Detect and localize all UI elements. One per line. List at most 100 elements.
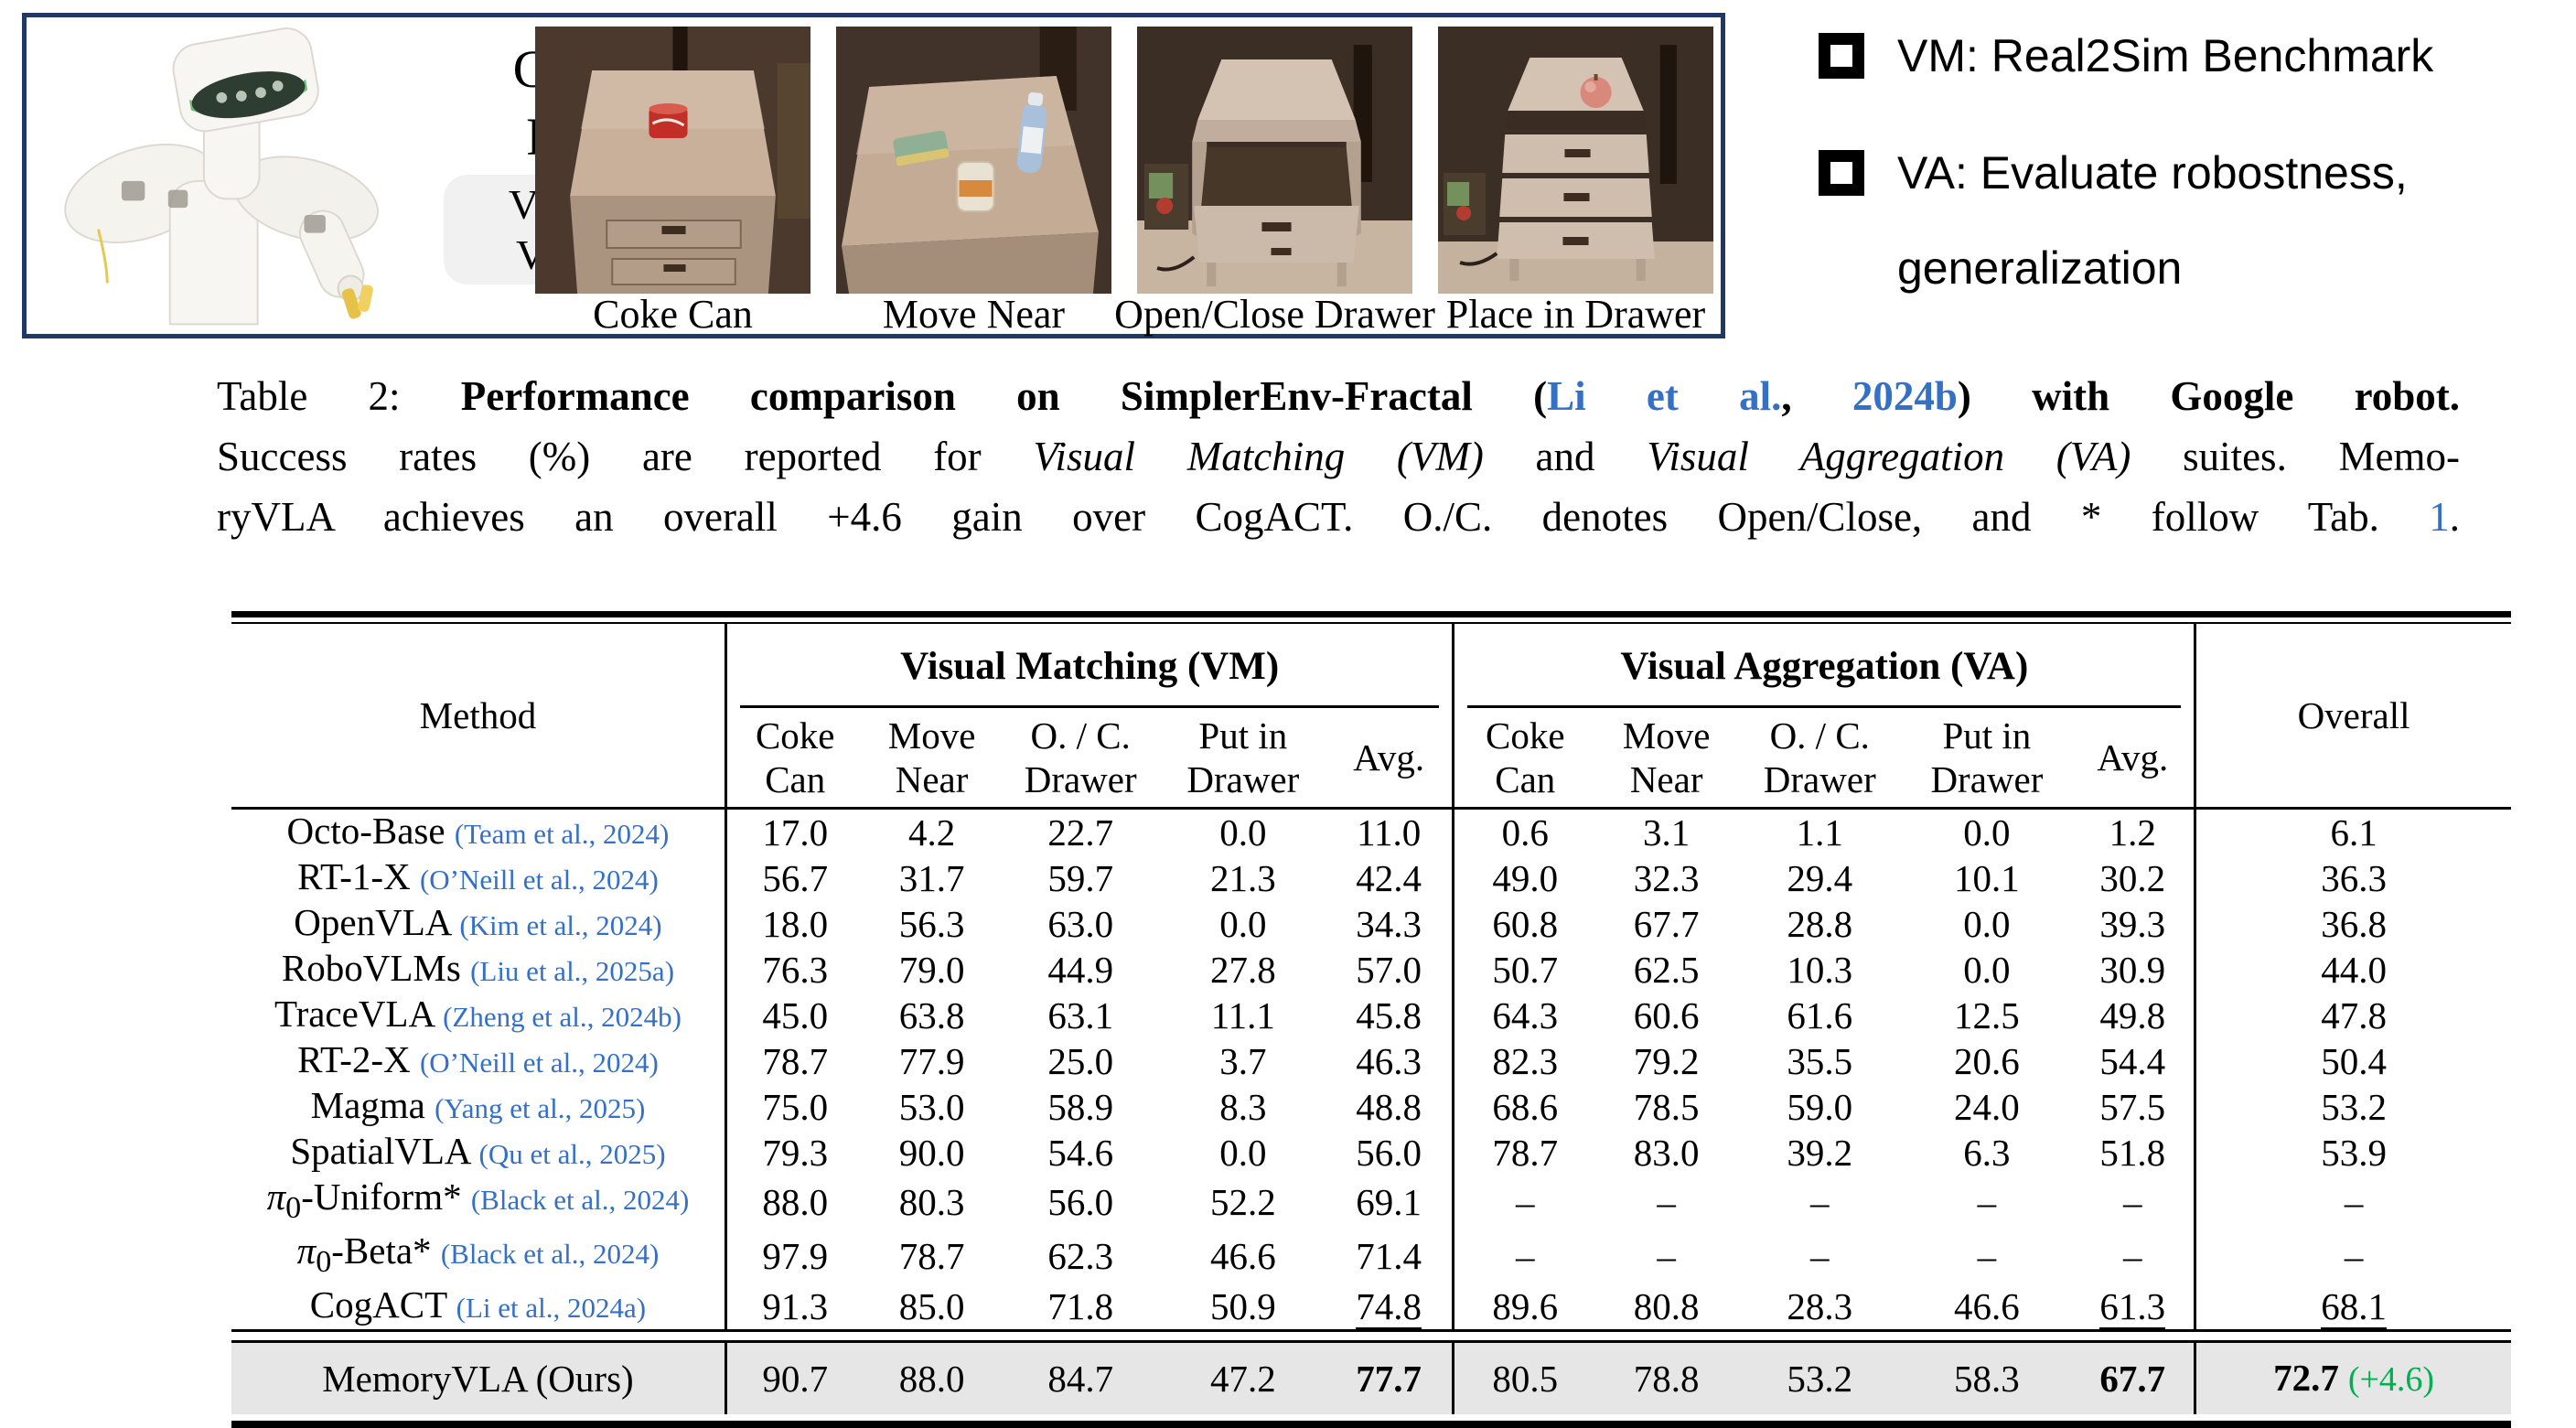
overall-value: 53.9 bbox=[2321, 1131, 2387, 1174]
citation-link[interactable]: (Li et al., 2024a) bbox=[456, 1292, 647, 1325]
task-label-coke-can: Coke Can bbox=[593, 292, 753, 337]
value-cell: 82.3 bbox=[1492, 1039, 1559, 1082]
value-cell: 80.3 bbox=[898, 1181, 965, 1224]
value-cell: 28.3 bbox=[1787, 1284, 1853, 1327]
overall-cell: 50.4 bbox=[2195, 1038, 2511, 1084]
value-cell: 30.9 bbox=[2071, 947, 2197, 993]
value-cell: 27.8 bbox=[1209, 948, 1276, 991]
page: { "figure": { "robot_label_line1": "Goog… bbox=[22, 13, 2561, 1428]
value-cell: 85.0 bbox=[898, 1284, 965, 1327]
value-cell: 59.0 bbox=[1787, 1085, 1853, 1128]
value-cell: 3.7 bbox=[1219, 1039, 1267, 1082]
value-cell: 58.3 bbox=[1954, 1358, 2020, 1401]
value-cell: 67.7 bbox=[2071, 1341, 2197, 1415]
value-cell: 0.0 bbox=[1963, 948, 2011, 991]
divider-cell bbox=[231, 1329, 2511, 1344]
overall-cell: – bbox=[2195, 1229, 2511, 1283]
overall-value: 44.0 bbox=[2321, 948, 2387, 991]
value-cell: 79.3 bbox=[762, 1131, 829, 1174]
value-cell: 0.0 bbox=[1963, 811, 2011, 854]
robot-illustration bbox=[64, 27, 379, 326]
value-cell: 21.3 bbox=[1209, 856, 1276, 899]
value-cell: 78.7 bbox=[1492, 1131, 1559, 1174]
overall-cell: 53.2 bbox=[2195, 1084, 2511, 1130]
column-header-put-in-drawer-vm: Put in Drawer bbox=[1160, 708, 1326, 810]
value-cell: 63.8 bbox=[898, 993, 965, 1036]
group-header-row: Method Visual Matching (VM) Visual Aggre… bbox=[231, 623, 2511, 810]
citation-link[interactable]: (O’Neill et al., 2024) bbox=[419, 1047, 659, 1079]
value-cell: 67.7 bbox=[1633, 902, 1700, 945]
column-header-move-near-vm: Move Near bbox=[863, 708, 1001, 810]
task-label-open-close-drawer: Open/Close Drawer bbox=[1114, 292, 1435, 337]
method-cell: CogACT (Li et al., 2024a) bbox=[231, 1283, 727, 1331]
value-cell: 53.0 bbox=[898, 1085, 965, 1128]
citation-link[interactable]: (Zheng et al., 2024b) bbox=[443, 1001, 682, 1033]
column-group-visual-aggregation: Visual Aggregation (VA) bbox=[1453, 623, 2197, 708]
table-caption: Table 2: Performance comparison on Simpl… bbox=[217, 366, 2460, 547]
citation-link[interactable]: (Qu et al., 2025) bbox=[478, 1138, 666, 1170]
method-cell: MemoryVLA (Ours) bbox=[231, 1341, 727, 1415]
method-cell: OpenVLA (Kim et al., 2024) bbox=[231, 901, 727, 947]
task-label-move-near: Move Near bbox=[882, 292, 1066, 337]
sub-header-row: Coke Can Move Near O. / C. Drawer Put in Drawer… bbox=[231, 708, 2511, 810]
citation-link[interactable]: (Liu et al., 2025a) bbox=[470, 955, 675, 987]
column-header-coke-can-va: Coke Can bbox=[1453, 708, 1596, 810]
caption-text: , bbox=[1781, 373, 1852, 419]
overall-cell: 68.1 bbox=[2195, 1283, 2511, 1331]
value-cell: 44.9 bbox=[1047, 948, 1114, 991]
value-cell: 22.7 bbox=[1047, 811, 1114, 854]
method-name: TraceVLA bbox=[274, 993, 434, 1035]
value-cell: – bbox=[1657, 1235, 1676, 1278]
value-cell: 4.2 bbox=[907, 811, 956, 854]
bullet-va-text-line2: generalization bbox=[1897, 242, 2183, 294]
method-cell: π0-Beta* (Black et al., 2024) bbox=[231, 1229, 727, 1284]
table-row: π0-Beta* (Black et al., 2024) 97.9 78.7 62.… bbox=[231, 1229, 2511, 1284]
citation-link[interactable]: (O’Neill et al., 2024) bbox=[419, 864, 659, 896]
coke-can-photo bbox=[535, 27, 810, 294]
value-cell: 18.0 bbox=[762, 902, 829, 945]
value-cell: 0.0 bbox=[1219, 811, 1267, 854]
column-header-o-c-drawer-va: O. / C. Drawer bbox=[1737, 708, 1903, 810]
caption-text: ) with Google robot. bbox=[1957, 373, 2460, 419]
value-cell: – bbox=[1657, 1181, 1676, 1224]
value-cell: 62.5 bbox=[1633, 948, 1700, 991]
citation-link[interactable]: (Black et al., 2024) bbox=[440, 1238, 660, 1271]
caption-line: Success rates (%) are reported for Visua… bbox=[217, 426, 2460, 487]
value-cell: 32.3 bbox=[1633, 856, 1700, 899]
citation-link[interactable]: (Team et al., 2024) bbox=[454, 818, 670, 850]
value-cell: 8.3 bbox=[1219, 1085, 1267, 1128]
citation-link[interactable]: (Yang et al., 2025) bbox=[435, 1092, 646, 1124]
value-cell: 62.3 bbox=[1047, 1235, 1114, 1278]
overall-value: 53.2 bbox=[2321, 1085, 2387, 1128]
table-row: OpenVLA (Kim et al., 2024) 18.0 56.3 63.0 0.… bbox=[231, 901, 2511, 947]
value-cell: 56.0 bbox=[1325, 1130, 1455, 1176]
citation-link[interactable]: 2024b bbox=[1852, 373, 1958, 419]
task-figure-move-near: Move Near bbox=[836, 27, 1111, 336]
table-row-memoryvla: MemoryVLA (Ours) 90.7 88.0 84.7 47.2 77.7 80.5… bbox=[231, 1341, 2511, 1415]
value-cell: 0.0 bbox=[1219, 1131, 1267, 1174]
second-best-value: 74.8 bbox=[1356, 1284, 1422, 1330]
citation-link[interactable]: (Kim et al., 2024) bbox=[459, 909, 662, 941]
table-row: CogACT (Li et al., 2024a) 91.3 85.0 71.8 50.… bbox=[231, 1283, 2511, 1331]
benchmark-figure-panel: Google Robot VM Suite VA Suite bbox=[22, 13, 1725, 338]
value-cell: 90.0 bbox=[898, 1131, 965, 1174]
value-cell: 56.7 bbox=[762, 856, 829, 899]
citation-link[interactable]: (Black et al., 2024) bbox=[470, 1184, 690, 1216]
value-cell: 88.0 bbox=[762, 1181, 829, 1224]
task-label-place-in-drawer: Place in Drawer bbox=[1445, 292, 1706, 337]
citation-link[interactable]: Li et al. bbox=[1547, 373, 1782, 419]
method-cell: TraceVLA (Zheng et al., 2024b) bbox=[231, 993, 727, 1038]
value-cell: 74.8 bbox=[1325, 1283, 1455, 1331]
method-cell: Octo-Base (Team et al., 2024) bbox=[231, 808, 727, 855]
results-table-wrap: Method Visual Matching (VM) Visual Aggre… bbox=[231, 611, 2511, 1428]
column-header-coke-can-vm: Coke Can bbox=[725, 708, 864, 810]
place-in-drawer-photo bbox=[1438, 27, 1713, 294]
value-cell: 83.0 bbox=[1633, 1131, 1700, 1174]
value-cell: 63.1 bbox=[1047, 993, 1114, 1036]
value-cell: 28.8 bbox=[1787, 902, 1853, 945]
citation-link[interactable]: 1 bbox=[2429, 494, 2450, 540]
column-header-o-c-drawer-vm: O. / C. Drawer bbox=[1000, 708, 1161, 810]
group-underline-va bbox=[1467, 705, 2182, 708]
bullet-item-vm: VM: Real2Sim Benchmark bbox=[1819, 27, 2561, 84]
can-icon bbox=[956, 161, 995, 212]
